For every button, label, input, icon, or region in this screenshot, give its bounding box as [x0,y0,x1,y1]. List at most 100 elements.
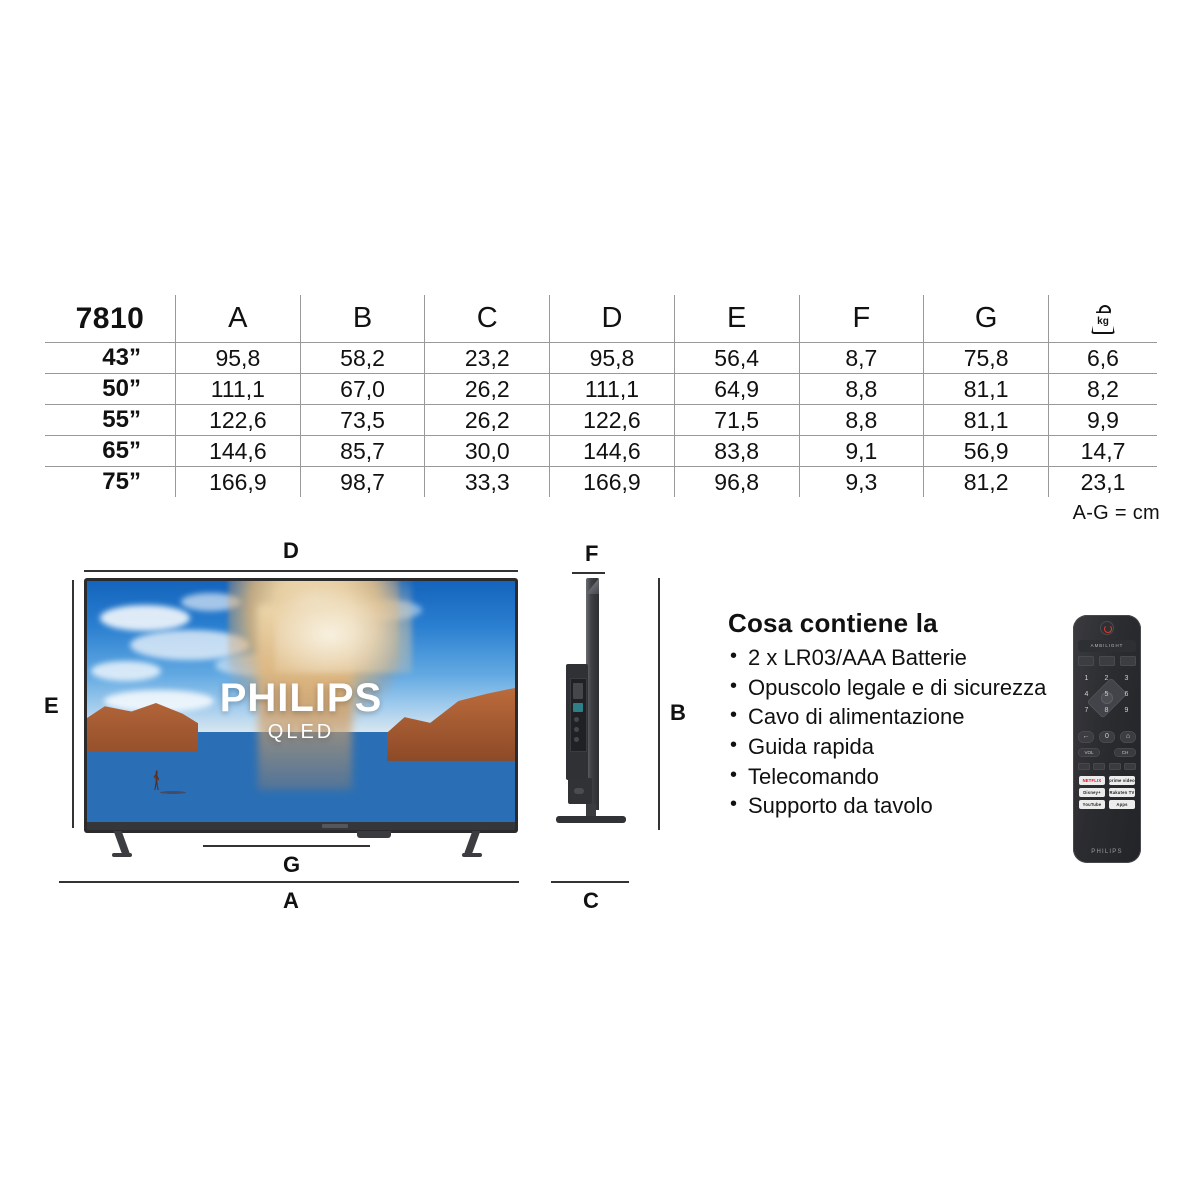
row-size-50: 50” [45,373,176,405]
key-0[interactable]: 0 [1099,731,1115,743]
col-header-c: C [424,295,551,343]
tv-foot-right [462,853,482,857]
source-icon[interactable] [1078,656,1094,666]
key-9[interactable]: 9 [1124,707,1129,714]
row-size-55: 55” [45,404,176,436]
cloud [91,661,162,682]
port-round-3 [574,737,579,742]
dim-line-e [72,580,74,828]
box-contents-section: Cosa contiene la 2 x LR03/AAA Batterie O… [728,608,1058,821]
key-2[interactable]: 2 [1104,675,1109,682]
port-hdmi [573,683,583,699]
cell-65-b: 85,7 [300,435,426,467]
dim-label-e: E [44,693,59,718]
col-header-a: A [175,295,301,343]
remote-volume-row: VOL CH [1078,748,1136,757]
ambilight-button[interactable]: AMBILIGHT [1078,640,1136,652]
key-4[interactable]: 4 [1084,691,1089,698]
channel-rocker[interactable]: CH [1114,748,1136,757]
dim-line-c [551,881,629,883]
key-3[interactable]: 3 [1124,675,1129,682]
tv-center-bump [357,831,391,838]
menu-icon[interactable] [1120,656,1136,666]
list-item: Supporto da tavolo [728,791,1058,821]
back-icon[interactable]: ← [1078,731,1094,743]
search-icon[interactable] [1099,656,1115,666]
cell-43-d: 95,8 [549,342,675,374]
remote-top-row [1078,656,1136,666]
dim-label-g: G [283,852,301,877]
app-button-youtube[interactable]: YouTube [1079,800,1105,809]
dim-line-f [572,572,605,574]
cell-43-weight: 6,6 [1048,342,1157,374]
pause-icon[interactable] [1093,763,1106,770]
cell-65-e: 83,8 [674,435,800,467]
cell-65-g: 56,9 [923,435,1049,467]
remote-control: AMBILIGHT 1 2 3 4 5 6 7 8 9 ← 0 ⌂ VOL CH… [1073,615,1141,863]
cell-50-b: 67,0 [300,373,426,405]
unit-note: A-G = cm [1072,502,1160,524]
cell-55-d: 122,6 [549,404,675,436]
dpad-ok-button[interactable] [1101,692,1113,704]
col-header-f: F [799,295,925,343]
cell-75-weight: 23,1 [1080,468,1126,495]
cell-43-c: 23,2 [424,342,551,374]
key-7[interactable]: 7 [1084,707,1089,714]
volume-rocker[interactable]: VOL [1078,748,1100,757]
table-row: 43” 95,8 58,2 23,2 95,8 56,4 8,7 75,8 6,… [45,342,1157,374]
home-icon[interactable]: ⌂ [1120,731,1136,743]
col-header-d: D [549,295,675,343]
cloud [99,605,190,632]
rewind-icon[interactable] [1078,763,1090,770]
port-usb [573,703,583,712]
contents-list: 2 x LR03/AAA Batterie Opuscolo legale e … [728,643,1058,821]
cloud [104,690,215,713]
app-button-prime-video[interactable]: prime video [1109,776,1135,785]
tv-leg-left [113,831,131,855]
col-header-g: G [923,295,1049,343]
list-item: Cavo di alimentazione [728,702,1058,732]
dim-label-a: A [283,888,299,913]
cell-55-a: 122,6 [175,404,301,436]
power-button[interactable] [1100,621,1114,635]
key-8[interactable]: 8 [1104,707,1109,714]
table-row: 50” 111,1 67,0 26,2 111,1 64,9 8,8 81,1 … [45,373,1157,405]
cell-50-a: 111,1 [175,373,301,405]
dim-label-f: F [585,541,599,566]
table-row: 55” 122,6 73,5 26,2 122,6 71,5 8,8 81,1 … [45,404,1157,436]
tv-side-power-connector [574,788,584,794]
app-button-netflix[interactable]: NETFLIX [1079,776,1105,785]
forward-icon[interactable] [1123,763,1136,770]
cell-43-e: 56,4 [674,342,800,374]
tv-bezel: PHILIPS QLED [84,578,518,833]
key-6[interactable]: 6 [1124,691,1129,698]
list-item: 2 x LR03/AAA Batterie [728,643,1058,673]
cloud [181,593,242,612]
app-button-rakuten-tv[interactable]: Rakuten TV [1109,788,1135,797]
key-1[interactable]: 1 [1084,675,1089,682]
list-item: Opuscolo legale e di sicurezza [728,673,1058,703]
app-button-disney-plus[interactable]: Disney+ [1079,788,1105,797]
col-header-weight: kg [1048,295,1157,343]
numeric-keypad: 1 2 3 4 5 6 7 8 9 [1078,672,1136,726]
spec-table-container: 7810 A B C D E F G kg 43” [42,292,1160,500]
remote-media-row [1078,763,1136,770]
tv-side-neck [586,804,596,818]
cell-50-f: 8,8 [799,373,925,405]
cell-65-f: 9,1 [799,435,925,467]
tv-leg-right [463,831,481,855]
contents-title: Cosa contiene la [728,608,938,638]
tv-side-ports [570,678,587,752]
col-header-e: E [674,295,800,343]
cell-75-d: 166,9 [549,466,675,497]
app-button-apps[interactable]: Apps [1109,800,1135,809]
port-round-1 [574,717,579,722]
cell-50-d: 111,1 [549,373,675,405]
tv-screen: PHILIPS QLED [87,581,515,824]
list-item: Telecomando [728,762,1058,792]
power-icon [1104,624,1112,633]
dim-label-b: B [670,700,686,725]
cell-43-g: 75,8 [923,342,1049,374]
play-icon[interactable] [1108,763,1121,770]
key-5[interactable]: 5 [1104,691,1109,698]
